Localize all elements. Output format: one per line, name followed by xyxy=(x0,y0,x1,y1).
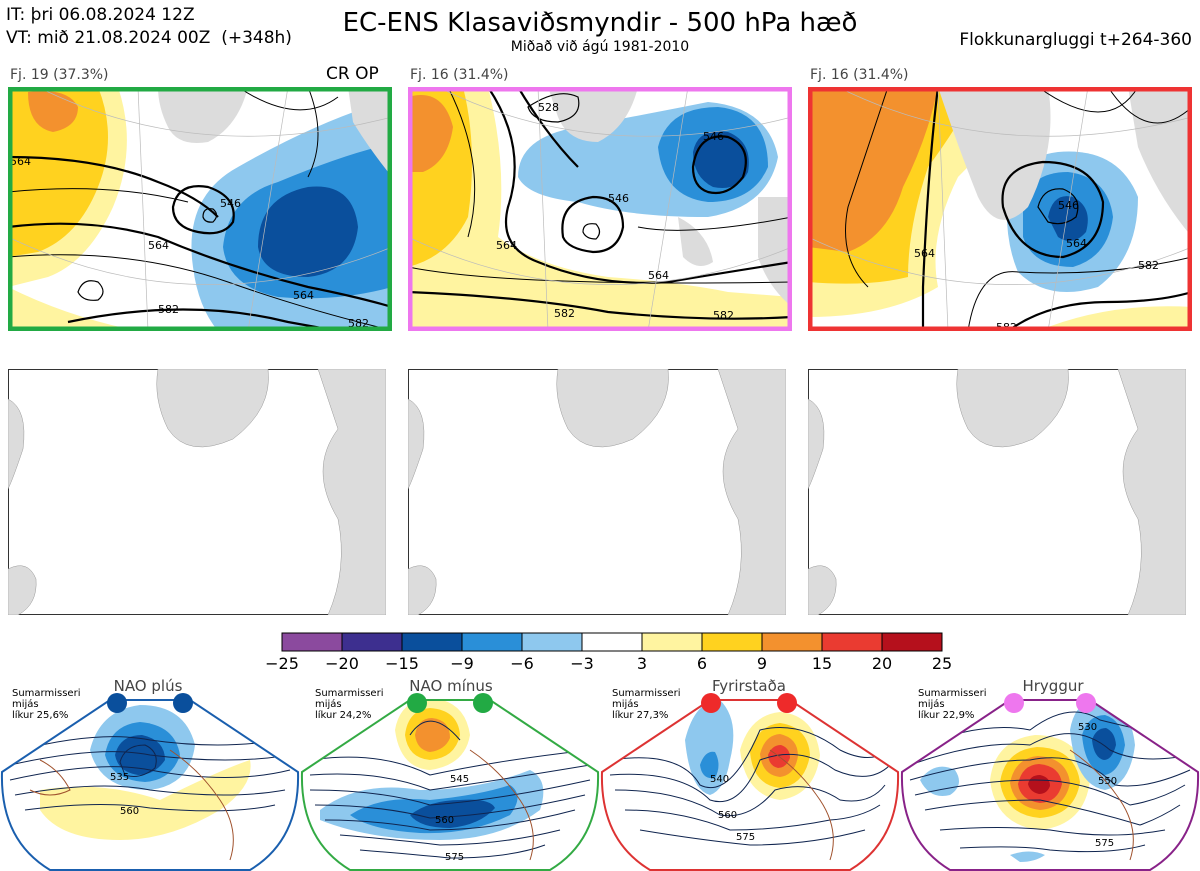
colorbar-tick-label: −15 xyxy=(385,654,419,673)
regime-4-map: 530 550 575 xyxy=(900,690,1200,871)
colorbar-swatch xyxy=(641,632,703,652)
cluster-3-border xyxy=(808,87,1192,331)
empty-map-3 xyxy=(808,369,1186,615)
colorbar-swatch xyxy=(521,632,583,652)
initial-time: IT: þri 06.08.2024 12Z xyxy=(6,5,195,25)
regime-2-map: 545 560 575 xyxy=(300,690,600,871)
colorbar-swatch xyxy=(341,632,403,652)
cluster-1-border xyxy=(8,87,392,331)
contour-label: 546 xyxy=(220,197,241,210)
cluster-2-label: Fj. 16 (31.4%) xyxy=(410,67,509,83)
page-subtitle: Miðað við ágú 1981-2010 xyxy=(510,39,690,55)
cluster-1-tag: CR OP xyxy=(326,64,379,84)
empty-map-2 xyxy=(408,369,786,615)
contour-label: 575 xyxy=(445,852,464,863)
cluster-1-label: Fj. 19 (37.3%) xyxy=(10,67,109,83)
contour-label: 564 xyxy=(914,247,935,260)
colorbar-tick-label: 9 xyxy=(756,654,768,673)
contour-label: 560 xyxy=(435,815,454,826)
colorbar-tick-label: 6 xyxy=(696,654,708,673)
contour-label: 528 xyxy=(538,101,559,114)
cluster-2-map: 528 546 546 564 564 582 582 xyxy=(408,87,792,331)
contour-label: 582 xyxy=(713,309,734,322)
empty-map-1 xyxy=(8,369,386,615)
header-times: IT: þri 06.08.2024 12Z VT: mið 21.08.2024… xyxy=(6,4,292,50)
colorbar-tick-label: 20 xyxy=(871,654,893,673)
contour-label: 582 xyxy=(158,303,179,316)
regime-3-map: 540 560 575 xyxy=(600,690,900,871)
regime-1-stat: Sumarmisseri mijás líkur 25,6% xyxy=(12,688,81,721)
colorbar-tick-label: 3 xyxy=(636,654,648,673)
colorbar-swatch xyxy=(281,632,343,652)
contour-label: 564 xyxy=(648,269,669,282)
cluster-1-map: 564 546 564 582 564 582 xyxy=(8,87,392,331)
contour-label: 535 xyxy=(110,772,129,783)
contour-label: 545 xyxy=(450,774,469,785)
colorbar xyxy=(280,632,944,656)
cluster-3-label: Fj. 16 (31.4%) xyxy=(810,67,909,83)
contour-label: 582 xyxy=(996,321,1017,331)
regime-4-name: Hryggur xyxy=(1022,677,1084,695)
contour-label: 560 xyxy=(718,810,737,821)
contour-label: 575 xyxy=(1095,838,1114,849)
regime-1-name: NAO plús xyxy=(113,677,183,695)
valid-time: VT: mið 21.08.2024 00Z (+348h) xyxy=(6,28,292,48)
colorbar-tick-label: −3 xyxy=(570,654,594,673)
regime-1-map: 535 560 xyxy=(0,690,300,871)
colorbar-swatch xyxy=(461,632,523,652)
regime-3-name: Fyrirstaða xyxy=(712,677,786,695)
page-title: EC-ENS Klasaviðsmyndir - 500 hPa hæð xyxy=(342,8,858,38)
colorbar-swatch xyxy=(581,632,643,652)
contour-label: 546 xyxy=(608,192,629,205)
contour-label: 564 xyxy=(293,289,314,302)
contour-label: 582 xyxy=(554,307,575,320)
colorbar-swatch xyxy=(701,632,763,652)
contour-label: 550 xyxy=(1098,776,1117,787)
colorbar-tick-label: 25 xyxy=(931,654,953,673)
colorbar-swatch xyxy=(401,632,463,652)
cluster-3-map: 546 564 564 582 582 xyxy=(808,87,1192,331)
colorbar-swatch xyxy=(821,632,883,652)
colorbar-tick-label: 15 xyxy=(811,654,833,673)
contour-label: 530 xyxy=(1078,722,1097,733)
contour-label: 564 xyxy=(1066,237,1087,250)
regime-4-stat: Sumarmisseri mijás líkur 22,9% xyxy=(918,688,987,721)
colorbar-tick-label: −6 xyxy=(510,654,534,673)
contour-label: 560 xyxy=(120,806,139,817)
colorbar-swatch xyxy=(761,632,823,652)
regime-2-stat: Sumarmisseri mijás líkur 24,2% xyxy=(315,688,384,721)
colorbar-tick-label: −9 xyxy=(450,654,474,673)
contour-label: 575 xyxy=(736,832,755,843)
contour-label: 564 xyxy=(10,155,31,168)
colorbar-tick-label: −25 xyxy=(265,654,299,673)
contour-label: 540 xyxy=(710,774,729,785)
contour-label: 546 xyxy=(1058,199,1079,212)
contour-label: 564 xyxy=(496,239,517,252)
contour-label: 582 xyxy=(1138,259,1159,272)
regime-3-stat: Sumarmisseri mijás líkur 27,3% xyxy=(612,688,681,721)
classification-window: Flokkunargluggi t+264-360 xyxy=(959,30,1192,50)
contour-label: 546 xyxy=(703,130,724,143)
contour-label: 564 xyxy=(148,239,169,252)
colorbar-tick-label: −20 xyxy=(325,654,359,673)
colorbar-swatch xyxy=(881,632,943,652)
regime-2-name: NAO mínus xyxy=(409,677,493,695)
cluster-2-border xyxy=(408,87,792,331)
colorbar-ticks: −25 −20 −15 −9 −6 −3 3 6 9 15 20 25 xyxy=(265,654,952,674)
